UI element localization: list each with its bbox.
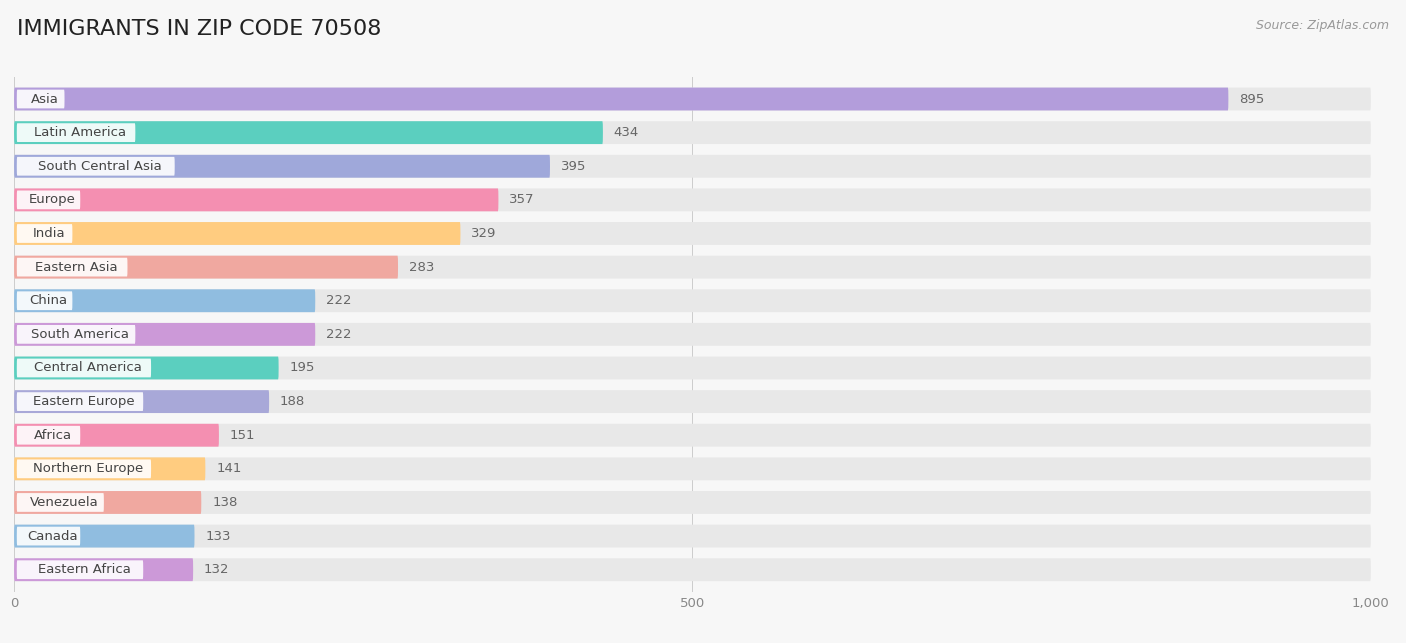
Text: Europe: Europe <box>30 194 76 206</box>
FancyBboxPatch shape <box>14 155 550 177</box>
FancyBboxPatch shape <box>14 121 1371 144</box>
FancyBboxPatch shape <box>14 390 1371 413</box>
Text: 434: 434 <box>614 126 638 139</box>
Text: South Central Asia: South Central Asia <box>38 159 162 173</box>
FancyBboxPatch shape <box>14 558 1371 581</box>
FancyBboxPatch shape <box>17 426 80 444</box>
Text: Northern Europe: Northern Europe <box>32 462 143 475</box>
Text: China: China <box>30 294 67 307</box>
FancyBboxPatch shape <box>14 323 315 346</box>
FancyBboxPatch shape <box>14 525 1371 548</box>
FancyBboxPatch shape <box>14 390 269 413</box>
FancyBboxPatch shape <box>14 289 315 312</box>
FancyBboxPatch shape <box>14 457 1371 480</box>
Text: 357: 357 <box>509 194 534 206</box>
FancyBboxPatch shape <box>14 87 1371 111</box>
FancyBboxPatch shape <box>14 558 193 581</box>
Text: Source: ZipAtlas.com: Source: ZipAtlas.com <box>1256 19 1389 32</box>
Text: 138: 138 <box>212 496 238 509</box>
FancyBboxPatch shape <box>17 291 72 310</box>
Text: 132: 132 <box>204 563 229 576</box>
Text: 151: 151 <box>229 429 256 442</box>
FancyBboxPatch shape <box>14 256 1371 278</box>
FancyBboxPatch shape <box>17 123 135 142</box>
FancyBboxPatch shape <box>14 491 1371 514</box>
FancyBboxPatch shape <box>17 560 143 579</box>
FancyBboxPatch shape <box>14 491 201 514</box>
FancyBboxPatch shape <box>14 155 1371 177</box>
FancyBboxPatch shape <box>17 190 80 209</box>
FancyBboxPatch shape <box>17 493 104 512</box>
FancyBboxPatch shape <box>14 289 1371 312</box>
Text: Canada: Canada <box>27 530 77 543</box>
FancyBboxPatch shape <box>14 87 1229 111</box>
Text: 188: 188 <box>280 395 305 408</box>
Text: Eastern Asia: Eastern Asia <box>35 260 118 274</box>
FancyBboxPatch shape <box>17 325 135 344</box>
FancyBboxPatch shape <box>17 527 80 545</box>
FancyBboxPatch shape <box>14 357 1371 379</box>
Text: Latin America: Latin America <box>34 126 127 139</box>
FancyBboxPatch shape <box>17 359 150 377</box>
FancyBboxPatch shape <box>17 89 65 109</box>
Text: IMMIGRANTS IN ZIP CODE 70508: IMMIGRANTS IN ZIP CODE 70508 <box>17 19 381 39</box>
FancyBboxPatch shape <box>14 188 1371 212</box>
FancyBboxPatch shape <box>17 258 128 276</box>
Text: 222: 222 <box>326 328 352 341</box>
Text: 329: 329 <box>471 227 496 240</box>
FancyBboxPatch shape <box>14 222 460 245</box>
Text: India: India <box>32 227 65 240</box>
Text: 222: 222 <box>326 294 352 307</box>
Text: 895: 895 <box>1239 93 1264 105</box>
Text: Eastern Africa: Eastern Africa <box>38 563 131 576</box>
FancyBboxPatch shape <box>14 256 398 278</box>
Text: Central America: Central America <box>34 361 142 374</box>
Text: Africa: Africa <box>34 429 72 442</box>
FancyBboxPatch shape <box>17 460 150 478</box>
Text: Venezuela: Venezuela <box>30 496 98 509</box>
FancyBboxPatch shape <box>14 457 205 480</box>
Text: Asia: Asia <box>31 93 59 105</box>
Text: 395: 395 <box>561 159 586 173</box>
Text: South America: South America <box>31 328 129 341</box>
Text: Eastern Europe: Eastern Europe <box>34 395 135 408</box>
FancyBboxPatch shape <box>17 157 174 176</box>
FancyBboxPatch shape <box>14 424 219 447</box>
Text: 195: 195 <box>290 361 315 374</box>
FancyBboxPatch shape <box>14 121 603 144</box>
Text: 141: 141 <box>217 462 242 475</box>
FancyBboxPatch shape <box>14 323 1371 346</box>
Text: 283: 283 <box>409 260 434 274</box>
FancyBboxPatch shape <box>17 224 72 243</box>
FancyBboxPatch shape <box>14 222 1371 245</box>
FancyBboxPatch shape <box>14 424 1371 447</box>
FancyBboxPatch shape <box>14 188 499 212</box>
FancyBboxPatch shape <box>14 357 278 379</box>
Text: 133: 133 <box>205 530 231 543</box>
FancyBboxPatch shape <box>17 392 143 411</box>
FancyBboxPatch shape <box>14 525 194 548</box>
